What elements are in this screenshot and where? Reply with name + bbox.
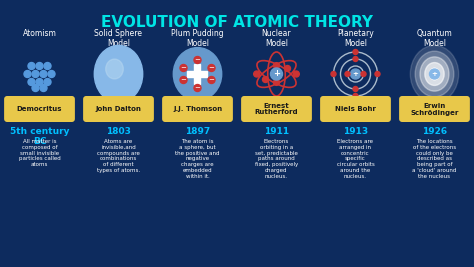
Text: 1911: 1911 bbox=[264, 127, 289, 136]
FancyBboxPatch shape bbox=[83, 96, 154, 122]
Circle shape bbox=[36, 62, 43, 69]
Text: The atom is
a sphere, but
the positive and
negative
charges are
embedded
within : The atom is a sphere, but the positive a… bbox=[175, 139, 220, 179]
Text: Nuclear
Model: Nuclear Model bbox=[262, 29, 292, 48]
Text: Planetary
Model: Planetary Model bbox=[337, 29, 374, 48]
FancyBboxPatch shape bbox=[399, 96, 470, 122]
Text: EVOLUTION OF ATOMIC THEORY: EVOLUTION OF ATOMIC THEORY bbox=[101, 15, 373, 30]
Ellipse shape bbox=[173, 48, 222, 100]
Ellipse shape bbox=[420, 57, 449, 91]
Text: Atoms are
invisible,and
compounds are
combinations
of different
types of atoms.: Atoms are invisible,and compounds are co… bbox=[97, 139, 140, 173]
Circle shape bbox=[345, 72, 350, 77]
Circle shape bbox=[28, 78, 35, 85]
Text: Niels Bohr: Niels Bohr bbox=[335, 106, 376, 112]
Text: Electrons
orbiting in a
set, predictable
paths around
fixed, positively
charged
: Electrons orbiting in a set, predictable… bbox=[255, 139, 298, 179]
Text: −: − bbox=[194, 85, 201, 91]
Circle shape bbox=[361, 72, 366, 77]
Ellipse shape bbox=[94, 45, 143, 103]
Text: 1897: 1897 bbox=[185, 127, 210, 136]
Text: −: − bbox=[181, 77, 186, 83]
Text: Electrons are
arranged in
concentric
specific
circular orbits
around the
nucleus: Electrons are arranged in concentric spe… bbox=[337, 139, 374, 179]
Bar bbox=[194, 64, 201, 84]
Text: Quantum
Model: Quantum Model bbox=[417, 29, 452, 48]
Circle shape bbox=[24, 70, 31, 77]
Circle shape bbox=[44, 78, 51, 85]
Circle shape bbox=[208, 65, 215, 72]
Ellipse shape bbox=[429, 68, 439, 80]
Text: Democritus: Democritus bbox=[17, 106, 62, 112]
Ellipse shape bbox=[106, 59, 123, 79]
Circle shape bbox=[28, 62, 35, 69]
Text: +: + bbox=[353, 71, 358, 77]
Bar bbox=[188, 71, 208, 77]
Circle shape bbox=[353, 93, 358, 99]
Text: Atomism: Atomism bbox=[23, 29, 56, 38]
Circle shape bbox=[194, 84, 201, 92]
Text: 1803: 1803 bbox=[106, 127, 131, 136]
Text: Plum Pudding
Model: Plum Pudding Model bbox=[171, 29, 224, 48]
Circle shape bbox=[293, 71, 299, 77]
Text: The locations
of the electrons
could only be
described as
being part of
a 'cloud: The locations of the electrons could onl… bbox=[412, 139, 456, 179]
Text: J.J. Thomson: J.J. Thomson bbox=[173, 106, 222, 112]
FancyBboxPatch shape bbox=[162, 96, 233, 122]
Circle shape bbox=[429, 69, 439, 79]
Text: −: − bbox=[194, 57, 201, 63]
Ellipse shape bbox=[415, 51, 454, 97]
Circle shape bbox=[273, 79, 280, 85]
Circle shape bbox=[40, 84, 47, 92]
Circle shape bbox=[48, 70, 55, 77]
Text: −: − bbox=[209, 65, 214, 71]
Text: All matter is
composed of
small invisible
particles called
atoms: All matter is composed of small invisibl… bbox=[18, 139, 60, 167]
Ellipse shape bbox=[410, 45, 459, 103]
Circle shape bbox=[271, 68, 283, 80]
Circle shape bbox=[331, 72, 336, 77]
Circle shape bbox=[194, 57, 201, 64]
Circle shape bbox=[32, 84, 39, 92]
Circle shape bbox=[36, 78, 43, 85]
FancyBboxPatch shape bbox=[241, 96, 312, 122]
Circle shape bbox=[32, 70, 39, 77]
Ellipse shape bbox=[425, 62, 444, 85]
FancyBboxPatch shape bbox=[4, 96, 75, 122]
Text: +: + bbox=[273, 69, 280, 78]
Circle shape bbox=[350, 69, 361, 79]
Text: John Dalton: John Dalton bbox=[96, 106, 141, 112]
Text: +: + bbox=[431, 71, 438, 77]
Text: Solid Sphere
Model: Solid Sphere Model bbox=[94, 29, 143, 48]
Circle shape bbox=[208, 77, 215, 84]
Circle shape bbox=[353, 49, 358, 54]
Text: 5th century
BC: 5th century BC bbox=[10, 127, 69, 146]
Circle shape bbox=[353, 87, 358, 92]
Circle shape bbox=[254, 71, 260, 77]
Circle shape bbox=[273, 63, 280, 69]
Text: Ernest
Rutherford: Ernest Rutherford bbox=[255, 103, 298, 116]
Circle shape bbox=[40, 70, 47, 77]
Text: 1913: 1913 bbox=[343, 127, 368, 136]
Text: 1926: 1926 bbox=[422, 127, 447, 136]
Circle shape bbox=[284, 65, 291, 72]
Text: −: − bbox=[209, 77, 214, 83]
Circle shape bbox=[44, 62, 51, 69]
Text: Erwin
Schrödinger: Erwin Schrödinger bbox=[410, 103, 459, 116]
Text: −: − bbox=[181, 65, 186, 71]
Circle shape bbox=[180, 65, 187, 72]
FancyBboxPatch shape bbox=[320, 96, 391, 122]
Circle shape bbox=[353, 57, 358, 61]
Circle shape bbox=[180, 77, 187, 84]
Circle shape bbox=[375, 72, 380, 77]
Circle shape bbox=[263, 77, 268, 83]
